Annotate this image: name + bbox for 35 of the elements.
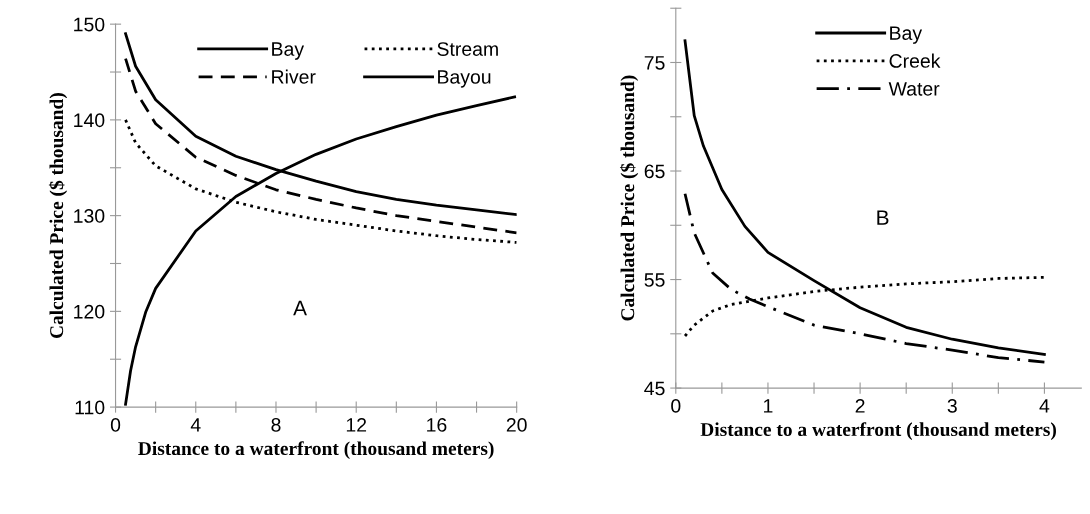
x-tick-label: 4 [1039, 399, 1050, 413]
x-axis-title: Distance to a waterfront (thousand meters) [700, 422, 1056, 440]
y-tick-label: 150 [74, 17, 105, 32]
y-tick-label: 110 [75, 400, 105, 415]
y-tick-label: 45 [644, 381, 665, 396]
x-tick-label: 0 [671, 399, 681, 413]
y-tick-label: 140 [74, 113, 105, 128]
y-tick-label: 75 [644, 56, 665, 70]
legend-label: River [272, 69, 316, 84]
x-tick-label: 20 [506, 418, 527, 432]
y-axis-title: Calculated Price ($ thousand) [619, 75, 639, 321]
y-axis-title: Calculated Price ($ thousand) [48, 93, 68, 339]
y-tick-label: 55 [644, 273, 665, 287]
x-tick-label: 1 [764, 399, 773, 413]
line-series [124, 118, 517, 244]
x-tick-label: 4 [190, 418, 201, 432]
x-tick-label: 8 [271, 418, 281, 432]
legend-label: Water [888, 82, 940, 96]
x-tick-label: 12 [346, 418, 367, 432]
x-tick-label: 0 [110, 418, 121, 432]
line-series [683, 192, 1046, 364]
y-tick-label: 120 [74, 304, 105, 319]
x-tick-label: 3 [947, 399, 957, 413]
legend-label: Creek [889, 53, 941, 68]
legend-label: Stream [437, 42, 498, 56]
annotation: B [877, 210, 889, 225]
legend-label: Bayou [438, 70, 491, 88]
x-axis-title: Distance to a waterfront (thousand meters) [138, 441, 494, 460]
legend-label: Bay [890, 26, 923, 44]
legend-label: Bay [272, 42, 305, 60]
y-tick-label: 65 [644, 164, 665, 179]
x-tick-label: 2 [855, 399, 865, 413]
x-tick-label: 16 [427, 418, 447, 432]
y-tick-label: 130 [74, 209, 105, 223]
annotation: A [293, 300, 307, 316]
